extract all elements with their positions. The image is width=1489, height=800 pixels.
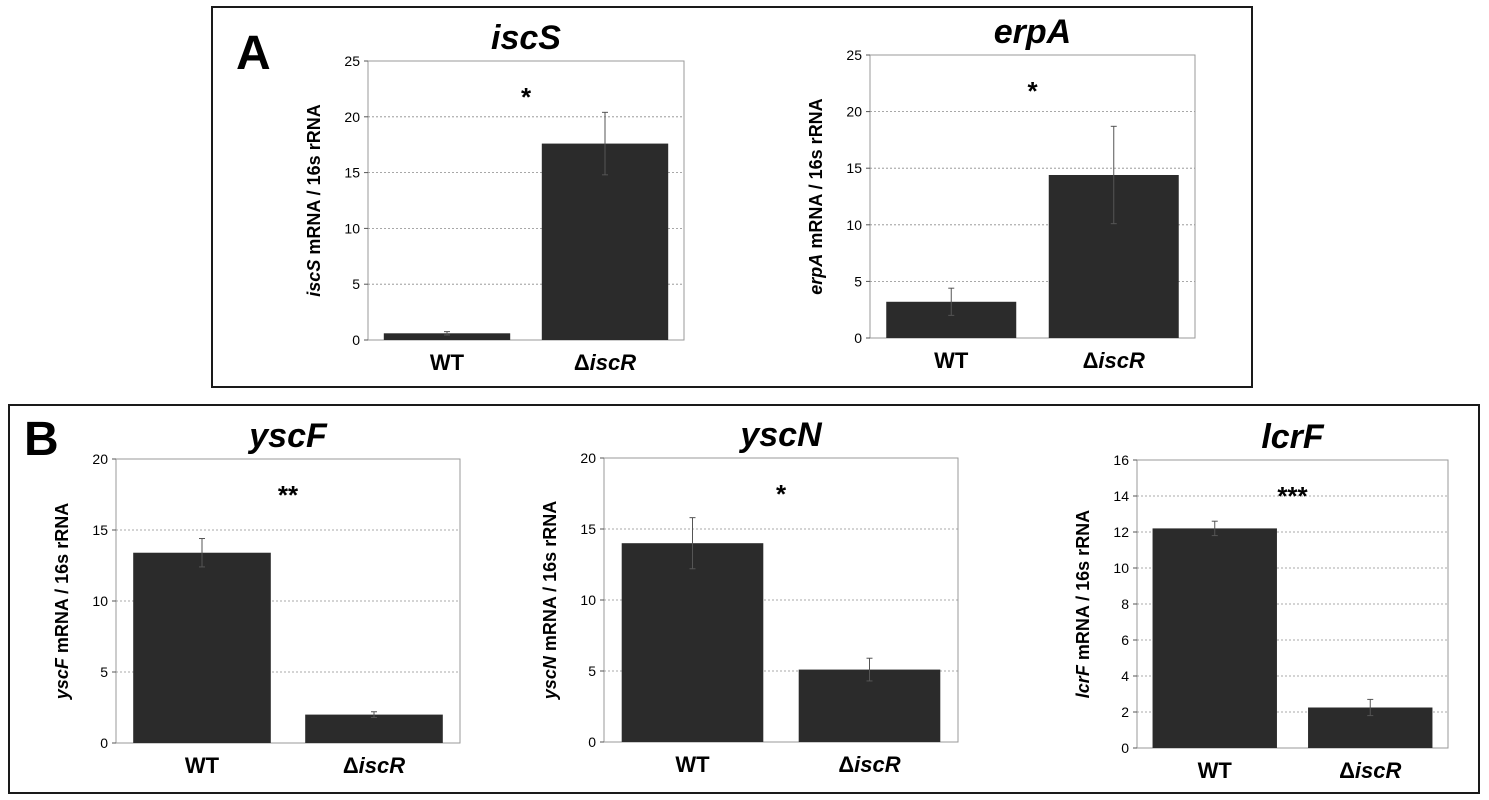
delta-symbol: Δ	[1339, 758, 1355, 783]
y-tick-label: 8	[1121, 596, 1129, 612]
chart-yscn: 0 5 10 15 20 WT ΔiscR yscN * yscN mRNA / 16s rRNA	[540, 416, 959, 777]
delta-symbol: Δ	[838, 752, 854, 777]
category-text: iscR	[1355, 758, 1402, 783]
y-tick-label: 20	[344, 109, 360, 125]
y-tick-label: 6	[1121, 632, 1129, 648]
y-tick-label: 25	[344, 53, 360, 69]
y-tick-label: 12	[1113, 524, 1129, 540]
x-tick-label: ΔiscR	[343, 753, 405, 778]
y-axis-label-units: mRNA / 16s rRNA	[806, 98, 826, 253]
y-tick-label: 15	[580, 521, 596, 537]
x-tick-label: ΔiscR	[1339, 758, 1401, 783]
y-tick-label: 10	[1113, 560, 1129, 576]
y-tick-label: 10	[344, 220, 360, 236]
y-axis-label-gene: erpA	[806, 254, 826, 295]
significance-marker: *	[521, 82, 532, 112]
y-axis-label: yscN mRNA / 16s rRNA	[540, 501, 560, 700]
y-axis-label-gene: yscF	[52, 657, 72, 700]
category-text: iscR	[359, 753, 406, 778]
y-tick-label: 15	[92, 522, 108, 538]
significance-marker: **	[278, 480, 299, 510]
category-text: iscR	[590, 350, 637, 375]
category-text: iscR	[854, 752, 901, 777]
y-tick-label: 4	[1121, 668, 1129, 684]
y-axis-label-gene: yscN	[540, 655, 560, 700]
chart-erpa: 0 5 10 15 20 25 WT ΔiscR erpA * erpA mRNA / 16s rR…	[806, 13, 1196, 373]
y-axis-label-gene: lcrF	[1073, 664, 1093, 698]
x-tick-label: ΔiscR	[574, 350, 636, 375]
y-axis-label: iscS mRNA / 16s rRNA	[304, 104, 324, 296]
y-axis-label-units: mRNA / 16s rRNA	[540, 501, 560, 656]
y-axis-label-units: mRNA / 16s rRNA	[52, 503, 72, 658]
panel-a-frame	[211, 6, 1253, 388]
y-tick-label: 5	[352, 276, 360, 292]
y-tick-label: 25	[846, 47, 862, 63]
bar-wt	[133, 552, 271, 743]
y-axis-label-units: mRNA / 16s rRNA	[304, 104, 324, 259]
y-tick-label: 16	[1113, 452, 1129, 468]
y-axis-label: erpA mRNA / 16s rRNA	[806, 98, 826, 294]
panel-a-letter: A	[236, 27, 271, 80]
chart-lcrf: 0 2 4 6 8 10 12 14 16 WT ΔiscR lcrF *** lcrF mRNA / 1…	[1073, 418, 1449, 783]
y-tick-label: 10	[580, 592, 596, 608]
y-tick-label: 14	[1113, 488, 1129, 504]
chart-yscf: 0 5 10 15 20 WT ΔiscR yscF ** yscF mRNA / 16s rRN…	[52, 417, 461, 778]
y-tick-label: 15	[344, 165, 360, 181]
y-axis-label: lcrF mRNA / 16s rRNA	[1073, 510, 1093, 698]
chart-title: yscN	[738, 416, 823, 454]
y-axis-label-gene: iscS	[304, 260, 324, 297]
bar-wt	[1152, 528, 1277, 748]
y-axis-label-units: mRNA / 16s rRNA	[1073, 510, 1093, 665]
y-tick-label: 0	[100, 735, 108, 751]
y-tick-label: 0	[588, 734, 596, 750]
x-tick-label: ΔiscR	[838, 752, 900, 777]
y-tick-label: 0	[352, 332, 360, 348]
bar-wt	[621, 543, 764, 742]
x-tick-label: WT	[1198, 758, 1233, 783]
y-tick-label: 10	[846, 217, 862, 233]
significance-marker: *	[776, 479, 787, 509]
y-tick-label: 0	[854, 330, 862, 346]
y-tick-label: 20	[580, 450, 596, 466]
significance-marker: ***	[1277, 481, 1308, 511]
bar-iscr	[798, 669, 941, 742]
y-tick-label: 0	[1121, 740, 1129, 756]
delta-symbol: Δ	[1083, 348, 1099, 373]
x-tick-label: WT	[185, 753, 220, 778]
chart-title: iscS	[491, 19, 561, 57]
panel-b-frame	[8, 404, 1480, 794]
bar-iscr	[305, 714, 443, 743]
category-text: iscR	[1098, 348, 1145, 373]
y-tick-label: 15	[846, 160, 862, 176]
delta-symbol: Δ	[574, 350, 590, 375]
bar-wt	[383, 333, 511, 340]
y-tick-label: 5	[100, 664, 108, 680]
significance-marker: *	[1027, 76, 1038, 106]
x-tick-label: ΔiscR	[1083, 348, 1145, 373]
delta-symbol: Δ	[343, 753, 359, 778]
chart-iscs: 0 5 10 15 20 25 WT ΔiscR iscS * iscS mRNA / 16s rR…	[304, 19, 685, 375]
y-tick-label: 5	[854, 273, 862, 289]
x-tick-label: WT	[675, 752, 710, 777]
panel-b-letter: B	[24, 413, 59, 466]
y-tick-label: 10	[92, 593, 108, 609]
x-tick-label: WT	[934, 348, 969, 373]
y-tick-label: 20	[846, 104, 862, 120]
y-tick-label: 5	[588, 663, 596, 679]
bar-iscr	[541, 143, 669, 340]
y-tick-label: 20	[92, 451, 108, 467]
y-tick-label: 2	[1121, 704, 1129, 720]
chart-title: lcrF	[1261, 418, 1325, 456]
chart-title: yscF	[247, 417, 328, 455]
x-tick-label: WT	[430, 350, 465, 375]
chart-title: erpA	[994, 13, 1071, 51]
y-axis-label: yscF mRNA / 16s rRNA	[52, 503, 72, 700]
